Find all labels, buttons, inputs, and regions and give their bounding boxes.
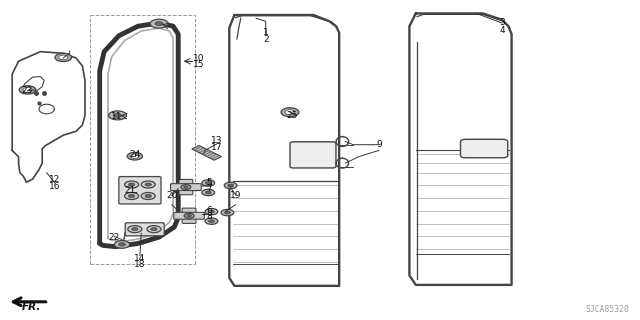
Text: SJCA85320: SJCA85320: [586, 305, 630, 314]
Circle shape: [141, 181, 156, 188]
Circle shape: [281, 108, 299, 117]
Polygon shape: [192, 146, 221, 160]
Text: 12: 12: [49, 175, 61, 184]
Circle shape: [151, 228, 157, 231]
Circle shape: [109, 111, 127, 120]
Text: 22: 22: [109, 233, 120, 242]
Circle shape: [125, 181, 139, 188]
Circle shape: [59, 55, 68, 60]
FancyBboxPatch shape: [461, 139, 508, 158]
Text: 7: 7: [207, 184, 212, 193]
Circle shape: [209, 220, 214, 223]
Text: 14: 14: [134, 254, 145, 263]
FancyBboxPatch shape: [290, 142, 336, 168]
Circle shape: [205, 218, 218, 224]
Text: 4: 4: [499, 26, 505, 35]
Text: 13: 13: [211, 136, 222, 145]
Text: 8: 8: [207, 212, 212, 221]
Circle shape: [205, 191, 211, 194]
Text: 3: 3: [499, 19, 505, 28]
Circle shape: [224, 182, 237, 189]
Text: 11: 11: [111, 112, 123, 121]
Circle shape: [285, 110, 295, 115]
Text: 10: 10: [193, 53, 204, 62]
Text: 17: 17: [211, 143, 222, 152]
Text: 19: 19: [230, 190, 241, 200]
Text: 25: 25: [286, 111, 298, 120]
Text: 20: 20: [166, 191, 177, 200]
Circle shape: [150, 19, 168, 28]
FancyBboxPatch shape: [125, 223, 164, 236]
Text: 1: 1: [263, 28, 269, 37]
Circle shape: [131, 154, 139, 158]
Text: 23: 23: [22, 86, 33, 95]
Circle shape: [184, 213, 194, 218]
Text: 6: 6: [207, 206, 212, 215]
FancyBboxPatch shape: [119, 177, 161, 204]
Circle shape: [184, 186, 188, 188]
Circle shape: [147, 226, 161, 233]
Circle shape: [19, 86, 36, 94]
Circle shape: [55, 53, 72, 61]
Circle shape: [129, 183, 135, 186]
Circle shape: [228, 184, 234, 187]
Text: FR.: FR.: [22, 302, 41, 312]
FancyBboxPatch shape: [173, 212, 204, 219]
Circle shape: [225, 211, 230, 214]
Circle shape: [127, 152, 143, 160]
Text: 9: 9: [376, 140, 381, 149]
Circle shape: [202, 189, 214, 196]
Text: 16: 16: [49, 182, 61, 191]
Circle shape: [221, 209, 234, 216]
Circle shape: [118, 243, 125, 246]
Text: 15: 15: [193, 60, 204, 69]
Text: 24: 24: [129, 150, 140, 159]
Circle shape: [115, 241, 130, 248]
Circle shape: [205, 208, 218, 215]
Circle shape: [23, 88, 32, 92]
Circle shape: [113, 113, 122, 117]
Text: 21: 21: [125, 186, 136, 195]
Circle shape: [141, 193, 156, 199]
Circle shape: [205, 181, 211, 184]
Circle shape: [125, 193, 139, 199]
Circle shape: [132, 228, 138, 231]
Circle shape: [128, 226, 142, 233]
Circle shape: [145, 183, 152, 186]
FancyBboxPatch shape: [182, 208, 196, 223]
Circle shape: [202, 180, 214, 186]
Circle shape: [155, 22, 163, 26]
Text: 2: 2: [263, 35, 269, 44]
Text: 5: 5: [207, 178, 212, 187]
Circle shape: [187, 215, 191, 217]
Circle shape: [209, 210, 214, 213]
FancyBboxPatch shape: [179, 180, 193, 195]
Circle shape: [145, 195, 152, 197]
FancyBboxPatch shape: [171, 184, 201, 190]
Circle shape: [129, 195, 135, 197]
Text: 18: 18: [134, 260, 146, 269]
Circle shape: [181, 185, 191, 189]
